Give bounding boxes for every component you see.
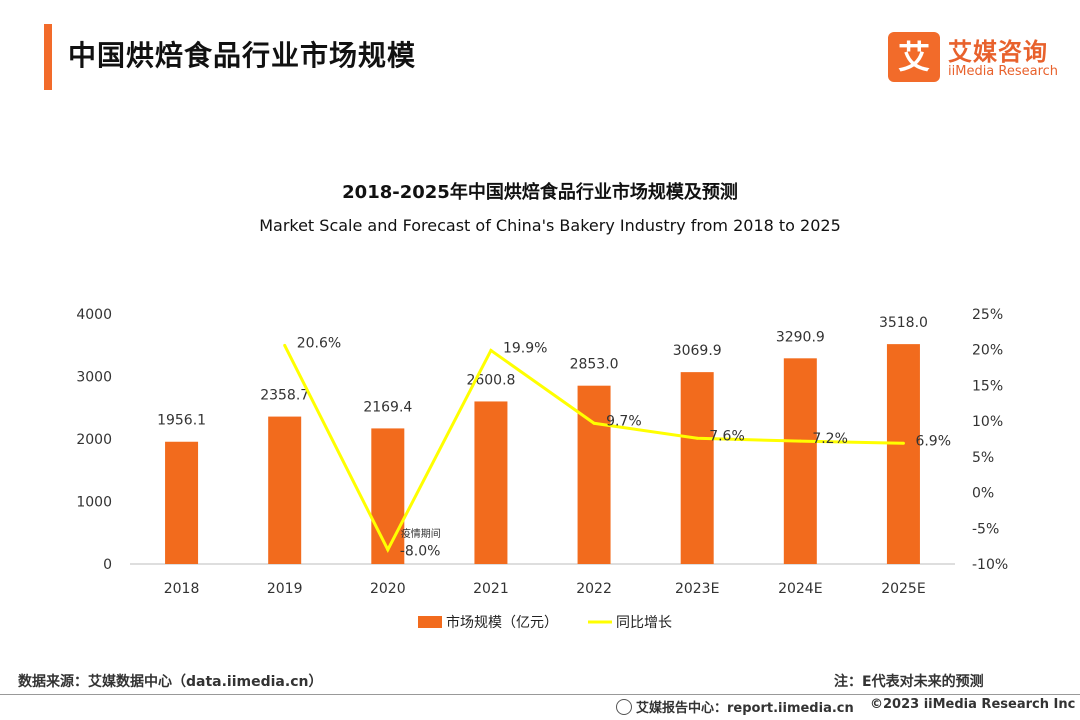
bakery-market-chart: 2018-2025年中国烘焙食品行业市场规模及预测 Market Scale a… <box>76 181 1008 631</box>
x-tick-label: 2018 <box>164 581 200 597</box>
report-center: 艾媒报告中心：report.iimedia.cn <box>616 697 854 716</box>
legend-swatch-bar <box>418 616 442 628</box>
report-center-text: 艾媒报告中心：report.iimedia.cn <box>636 701 854 716</box>
growth-point <box>283 343 287 347</box>
chart-subtitle: Market Scale and Forecast of China's Bak… <box>259 216 841 235</box>
y-left-tick-label: 2000 <box>76 432 112 448</box>
bar-value-label: 2358.7 <box>260 388 309 404</box>
chart-title: 2018-2025年中国烘焙食品行业市场规模及预测 <box>342 181 738 203</box>
x-tick-label: 2021 <box>473 581 509 597</box>
bar-value-label: 3069.9 <box>673 343 722 359</box>
growth-value-label: 7.6% <box>709 428 745 444</box>
logo-en-text: iiMedia Research <box>948 64 1059 79</box>
x-tick-label: 2025E <box>881 581 925 597</box>
bar <box>165 441 199 564</box>
footer-divider <box>0 694 1080 695</box>
chart-legend: 市场规模（亿元） 同比增长 <box>418 614 672 631</box>
y-left-tick-label: 1000 <box>76 495 112 511</box>
growth-value-label: -8.0% <box>400 544 441 560</box>
source-note: 数据来源：艾媒数据中心（data.iimedia.cn） <box>18 674 323 690</box>
bar <box>783 358 817 564</box>
growth-value-label: 6.9% <box>915 433 951 449</box>
x-tick-label: 2020 <box>370 581 406 597</box>
brand-logo: 艾 艾媒咨询 iiMedia Research <box>888 32 1063 82</box>
forecast-note: 注：E代表对未来的预测 <box>834 674 984 690</box>
page-title: 中国烘焙食品行业市场规模 <box>68 39 417 72</box>
growth-value-label: 7.2% <box>812 431 848 447</box>
y-left-tick-label: 3000 <box>76 370 112 386</box>
bar-value-label: 3290.9 <box>776 329 825 345</box>
x-tick-label: 2022 <box>576 581 612 597</box>
title-accent-bar <box>44 24 52 90</box>
y-left-tick-label: 4000 <box>76 307 112 323</box>
bar-value-label: 2169.4 <box>363 399 412 415</box>
bar-value-label: 2853.0 <box>570 357 619 373</box>
y-right-tick-label: 15% <box>972 378 1003 394</box>
x-tick-label: 2023E <box>675 581 719 597</box>
bar <box>268 416 302 564</box>
bar-value-label: 3518.0 <box>879 315 928 331</box>
globe-icon <box>616 699 632 715</box>
growth-point <box>489 348 493 352</box>
bar <box>371 428 405 564</box>
growth-point <box>592 421 596 425</box>
x-tick-label: 2019 <box>267 581 303 597</box>
y-right-tick-label: -5% <box>972 521 999 537</box>
y-right-tick-label: -10% <box>972 557 1008 573</box>
y-right-tick-label: 20% <box>972 343 1003 359</box>
growth-point <box>695 436 699 440</box>
growth-value-label: 9.7% <box>606 413 642 429</box>
plot-area: 0 1000 2000 3000 4000 -10% -5% 0% 5% 10% 15% 20% 25%… <box>76 307 1008 597</box>
y-right-tick-label: 0% <box>972 486 994 502</box>
growth-point <box>386 548 390 552</box>
legend-label-line: 同比增长 <box>616 615 672 631</box>
bar <box>886 344 920 564</box>
bar <box>474 401 508 564</box>
growth-point <box>901 441 905 445</box>
logo-cn-text: 艾媒咨询 <box>948 38 1048 66</box>
y-right-tick-label: 5% <box>972 450 994 466</box>
legend-label-bar: 市场规模（亿元） <box>446 614 558 631</box>
growth-value-label: 20.6% <box>297 335 341 351</box>
copyright: ©2023 iiMedia Research Inc <box>870 697 1076 712</box>
bar <box>680 372 714 564</box>
logo-mark: 艾 <box>888 32 940 82</box>
x-tick-label: 2024E <box>778 581 822 597</box>
annotation-label: 疫情期间 <box>401 527 441 540</box>
y-right-tick-label: 25% <box>972 307 1003 323</box>
growth-point <box>798 439 802 443</box>
y-left-tick-label: 0 <box>103 557 112 573</box>
bar-value-label: 1956.1 <box>157 413 206 429</box>
growth-value-label: 19.9% <box>503 340 547 356</box>
y-right-tick-label: 10% <box>972 414 1003 430</box>
